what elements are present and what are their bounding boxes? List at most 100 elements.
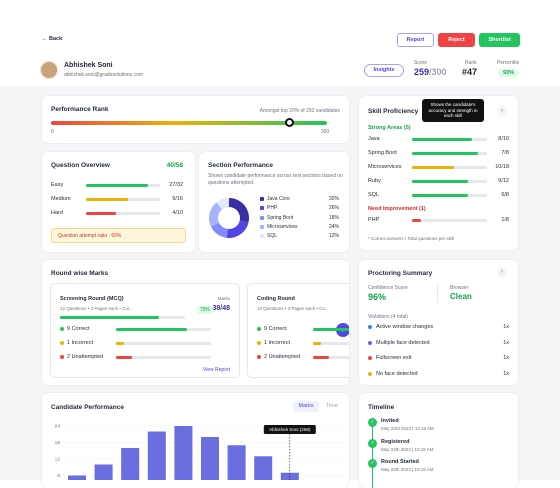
percentile-label: Percentile — [497, 60, 520, 66]
progress-track — [86, 212, 160, 215]
legend-value: 18% — [328, 214, 339, 221]
progress-fill — [412, 194, 469, 197]
rank-gradient — [51, 121, 327, 125]
donut-slice — [210, 222, 228, 238]
legend-value: 24% — [328, 223, 339, 230]
skill-label: PHP — [368, 217, 380, 223]
card-title: Section Performance — [208, 162, 274, 169]
skill-score: 9/12 — [498, 178, 509, 184]
violation-label: Fullscreen exit — [376, 355, 412, 361]
progress-fill — [313, 328, 349, 331]
legend-dot — [260, 224, 264, 229]
view-report[interactable]: View Report — [202, 367, 230, 373]
row-label: Medium — [51, 196, 71, 202]
bar — [174, 426, 193, 480]
rank-value: #47 — [462, 67, 478, 77]
progress-fill — [86, 198, 128, 201]
marks-label: Marks — [217, 296, 230, 301]
back-label: Back — [49, 36, 63, 42]
rank-note: Amongst top 20% of 292 candidates — [259, 108, 340, 114]
y-tick-label: 12 — [55, 457, 61, 463]
donut-slice — [209, 202, 223, 227]
row-score: 27/32 — [169, 182, 183, 188]
chart: 6 12 18 24 Abhishek Soni (258) — [55, 424, 342, 480]
rank-max: 300 — [320, 129, 330, 135]
round-name: Screening Round (MCQ) — [60, 296, 124, 302]
weak-title: Need Improvement (1) — [368, 206, 426, 212]
row-score: 9/16 — [172, 196, 183, 202]
progress-track — [412, 138, 487, 141]
progress-fill — [412, 219, 422, 222]
legend-label: SQL — [267, 233, 278, 240]
progress-fill — [60, 316, 159, 319]
browser-label: Browser — [450, 285, 469, 291]
progress-fill — [313, 342, 321, 345]
toggle-option[interactable]: Marks — [293, 401, 319, 412]
card-title: Timeline — [368, 404, 395, 411]
round-card: Coding Round 12 Questions • 3 Pages each … — [247, 283, 349, 378]
round-meta: 12 Questions • 3 Pages each • Co... — [257, 306, 329, 311]
skill-score: 6/8 — [501, 192, 509, 198]
skill-label: Java — [368, 136, 380, 142]
progress-track — [412, 219, 487, 222]
progress-track — [412, 194, 487, 197]
progress-fill — [116, 342, 124, 345]
progress-fill — [412, 166, 454, 169]
more-button[interactable]: › — [497, 106, 507, 116]
result-dot — [60, 341, 64, 345]
legend-label: PHP — [267, 205, 278, 212]
confidence-value: 96% — [368, 292, 387, 302]
card-title: Skill Proficiency — [368, 108, 419, 115]
legend-label: Microservices — [267, 223, 298, 230]
toggle-option[interactable]: Time — [325, 403, 339, 409]
legend-label: Java Core — [267, 196, 290, 202]
bar — [94, 464, 113, 480]
result-dot — [60, 327, 64, 331]
question-total: 40/58 — [166, 162, 183, 169]
violation-label: Active window changes — [376, 324, 434, 330]
donut-slice — [226, 220, 249, 238]
back-button[interactable]: ← Back — [42, 36, 63, 42]
timeline-check: ✓ — [368, 459, 377, 468]
progress-track — [412, 180, 487, 183]
score-value: 259 — [414, 67, 430, 77]
round-card: Screening Round (MCQ) 12 Questions • 3 Pa… — [50, 283, 240, 378]
progress-fill — [116, 328, 188, 331]
bar — [201, 437, 219, 480]
violation-label: Multiple face detected — [376, 339, 430, 346]
timeline-check: ✓ — [368, 438, 377, 448]
violations-title: Violations (4 total) — [368, 314, 408, 320]
progress-fill — [412, 180, 469, 183]
rank-label: Rank — [465, 60, 477, 66]
event-label: Registered — [381, 438, 410, 445]
percentile-value: 93% — [498, 69, 520, 77]
violation-count: 1x — [503, 339, 509, 346]
donut — [209, 198, 249, 238]
violation-count: 1x — [503, 355, 509, 361]
skill-label: Spring Boot — [368, 150, 397, 156]
action-button[interactable]: Reject — [438, 33, 475, 47]
donut-slice — [229, 198, 249, 223]
progress-fill — [412, 138, 472, 141]
progress-track — [313, 328, 349, 331]
action-button[interactable]: Shortlist — [479, 33, 520, 47]
percent-pill: 79% — [197, 306, 214, 314]
violation-count: 1x — [503, 324, 509, 330]
progress-fill — [412, 152, 478, 155]
performance-rank-card: Performance Rank Amongst top 20% of 292 … — [42, 96, 349, 143]
action-button[interactable]: Report — [397, 33, 434, 47]
progress-track — [116, 356, 211, 359]
divider — [437, 285, 438, 303]
result-dot — [257, 355, 261, 359]
score-total: /300 — [429, 67, 447, 77]
strong-title: Strong Areas (5) — [368, 125, 411, 131]
insights-button[interactable]: Insights — [364, 64, 404, 77]
result-label: 9 Correct — [67, 326, 90, 332]
more-button[interactable]: › — [497, 267, 507, 277]
result-label: 2 Unattempted — [67, 354, 104, 360]
progress-fill — [86, 184, 149, 187]
progress-track — [86, 184, 160, 187]
round-name: Coding Round — [257, 296, 295, 302]
legend-dot — [260, 234, 264, 239]
progress-fill — [86, 212, 116, 215]
